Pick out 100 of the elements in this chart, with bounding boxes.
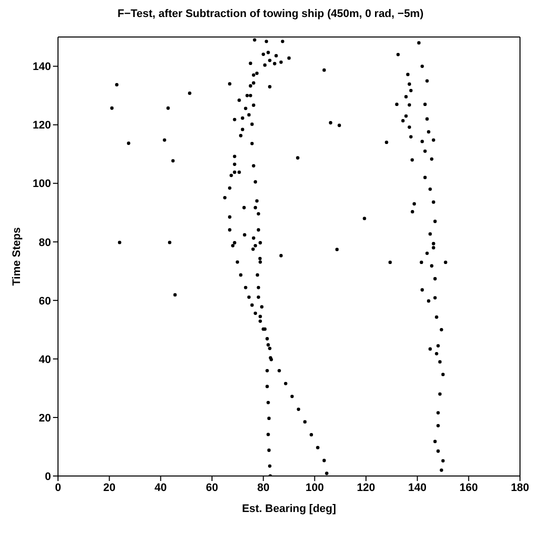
point <box>440 468 444 472</box>
point <box>395 102 398 106</box>
point <box>250 122 254 126</box>
point <box>266 343 270 347</box>
point <box>236 260 240 264</box>
point <box>166 106 170 110</box>
point <box>384 140 388 144</box>
point <box>252 164 256 168</box>
point <box>254 244 258 248</box>
y-axis-title: Time Steps <box>10 227 23 286</box>
point <box>245 94 249 98</box>
y-tick-label: 40 <box>38 354 51 366</box>
point <box>267 416 271 420</box>
point <box>248 84 252 88</box>
x-tick-label: 160 <box>459 482 478 494</box>
point <box>267 448 271 452</box>
x-tick-label: 180 <box>510 482 530 494</box>
chart-title: F−Test, after Subtraction of towing ship (450m, 0 rad, −5m) <box>116 8 425 22</box>
point <box>260 305 264 309</box>
x-tick-label: 60 <box>206 482 218 494</box>
point <box>258 256 262 260</box>
point <box>173 293 177 297</box>
point <box>240 116 244 120</box>
y-tick-label: 140 <box>32 61 51 74</box>
point <box>252 73 256 77</box>
point <box>239 134 242 138</box>
point <box>408 103 412 107</box>
point <box>238 170 241 174</box>
point <box>433 296 437 300</box>
point <box>252 81 256 85</box>
point <box>432 242 436 246</box>
point <box>171 159 175 162</box>
point <box>247 295 251 299</box>
point <box>126 142 130 145</box>
point <box>258 241 262 244</box>
point <box>433 277 437 280</box>
point <box>279 254 283 258</box>
point <box>425 117 429 121</box>
point <box>256 212 260 216</box>
point <box>256 273 260 277</box>
point <box>250 142 254 146</box>
point <box>338 124 342 128</box>
point <box>118 240 122 244</box>
point <box>268 85 272 88</box>
point <box>232 162 236 166</box>
point <box>266 432 270 436</box>
point <box>423 102 427 106</box>
point <box>231 244 234 248</box>
point <box>441 459 445 462</box>
point <box>255 72 259 75</box>
point <box>388 260 392 264</box>
point <box>252 103 256 107</box>
point <box>238 98 241 102</box>
point <box>232 154 236 158</box>
point <box>248 94 252 98</box>
y-tick-label: 100 <box>32 178 51 190</box>
y-tick-label: 20 <box>38 412 51 424</box>
x-tick-label: 140 <box>408 482 427 494</box>
point <box>406 72 410 76</box>
point <box>438 360 442 364</box>
point <box>242 233 246 237</box>
point <box>115 83 118 86</box>
point <box>268 58 272 62</box>
x-tick-label: 20 <box>103 482 116 494</box>
point <box>432 138 436 142</box>
point <box>434 352 438 356</box>
point <box>228 215 232 219</box>
y-tick-label: 0 <box>44 470 51 483</box>
point <box>230 174 233 178</box>
point <box>310 433 314 436</box>
point <box>252 236 256 240</box>
point <box>433 440 437 444</box>
point <box>436 344 440 348</box>
point <box>401 119 405 122</box>
point <box>430 157 434 161</box>
point <box>265 368 269 372</box>
point <box>255 199 259 203</box>
point <box>252 38 256 42</box>
point <box>268 346 272 350</box>
point <box>420 288 424 292</box>
point <box>265 337 269 340</box>
point <box>258 314 262 318</box>
point <box>274 54 278 58</box>
point <box>362 216 366 220</box>
point <box>256 286 260 290</box>
point <box>436 449 440 453</box>
point <box>168 240 172 244</box>
point <box>396 52 400 56</box>
point <box>258 260 262 264</box>
point <box>420 260 424 264</box>
point <box>428 232 432 236</box>
point <box>232 170 236 174</box>
point <box>232 118 236 122</box>
point <box>265 384 269 388</box>
point <box>266 50 270 54</box>
point <box>316 446 320 450</box>
point <box>279 60 283 64</box>
point <box>244 286 248 290</box>
point <box>247 113 251 117</box>
point <box>325 472 328 476</box>
